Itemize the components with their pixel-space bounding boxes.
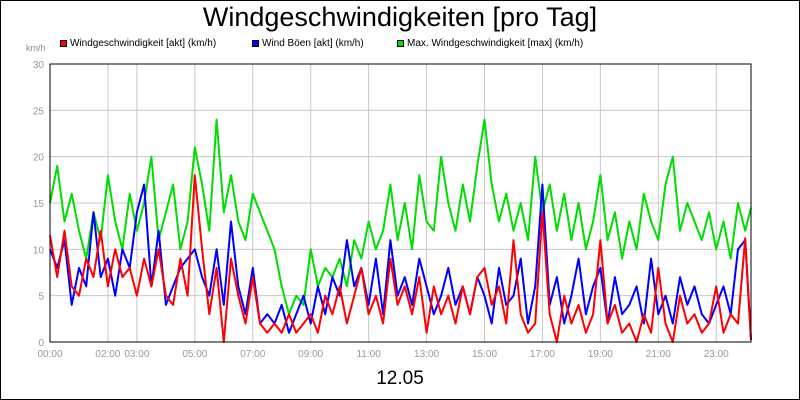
x-tick-label: 23:00 — [704, 349, 729, 360]
x-tick-label: 19:00 — [588, 349, 613, 360]
legend-item-gusts: Wind Böen [akt] (km/h) — [252, 38, 364, 49]
x-tick-label: 00:00 — [37, 349, 62, 360]
legend-label-max-wind: Max. Windgeschwindigkeit [max] (km/h) — [407, 38, 584, 49]
y-tick-label: 10 — [33, 245, 45, 256]
date-label: 12.05 — [376, 368, 424, 389]
legend-swatch-wind-speed — [60, 40, 67, 47]
x-tick-label: 15:00 — [472, 349, 497, 360]
y-tick-label: 15 — [33, 199, 45, 210]
legend-label-wind-speed: Windgeschwindigkeit [akt] (km/h) — [70, 38, 217, 49]
y-tick-label: 0 — [38, 338, 44, 349]
series-line-wind-speed — [49, 174, 752, 343]
x-tick-label: 09:00 — [298, 349, 323, 360]
y-tick-label: 5 — [38, 292, 44, 303]
legend-swatch-max-wind — [397, 40, 404, 47]
legend-swatch-gusts — [252, 40, 259, 47]
y-unit-label: km/h — [26, 43, 46, 53]
series-line-gusts — [49, 183, 752, 341]
x-tick-label: 07:00 — [240, 349, 265, 360]
x-tick-label: 21:00 — [646, 349, 671, 360]
x-tick-label: 11:00 — [356, 349, 381, 360]
legend-item-wind-speed: Windgeschwindigkeit [akt] (km/h) — [60, 38, 216, 49]
legend-label-gusts: Wind Böen [akt] (km/h) — [262, 38, 364, 49]
chart-title: Windgeschwindigkeiten [pro Tag] — [202, 2, 598, 32]
y-tick-label: 30 — [33, 60, 45, 71]
x-tick-label: 17:00 — [530, 349, 555, 360]
y-tick-label: 20 — [33, 153, 45, 164]
series-line-max-wind — [49, 118, 752, 316]
x-tick-label: 13:00 — [414, 349, 439, 360]
plot-border — [49, 63, 752, 343]
x-tick-label: 05:00 — [182, 349, 207, 360]
legend-item-max-wind: Max. Windgeschwindigkeit [max] (km/h) — [397, 38, 583, 49]
x-tick-label: 02:00 — [95, 349, 120, 360]
x-tick-label: 03:00 — [124, 349, 149, 360]
y-tick-label: 25 — [33, 106, 45, 117]
